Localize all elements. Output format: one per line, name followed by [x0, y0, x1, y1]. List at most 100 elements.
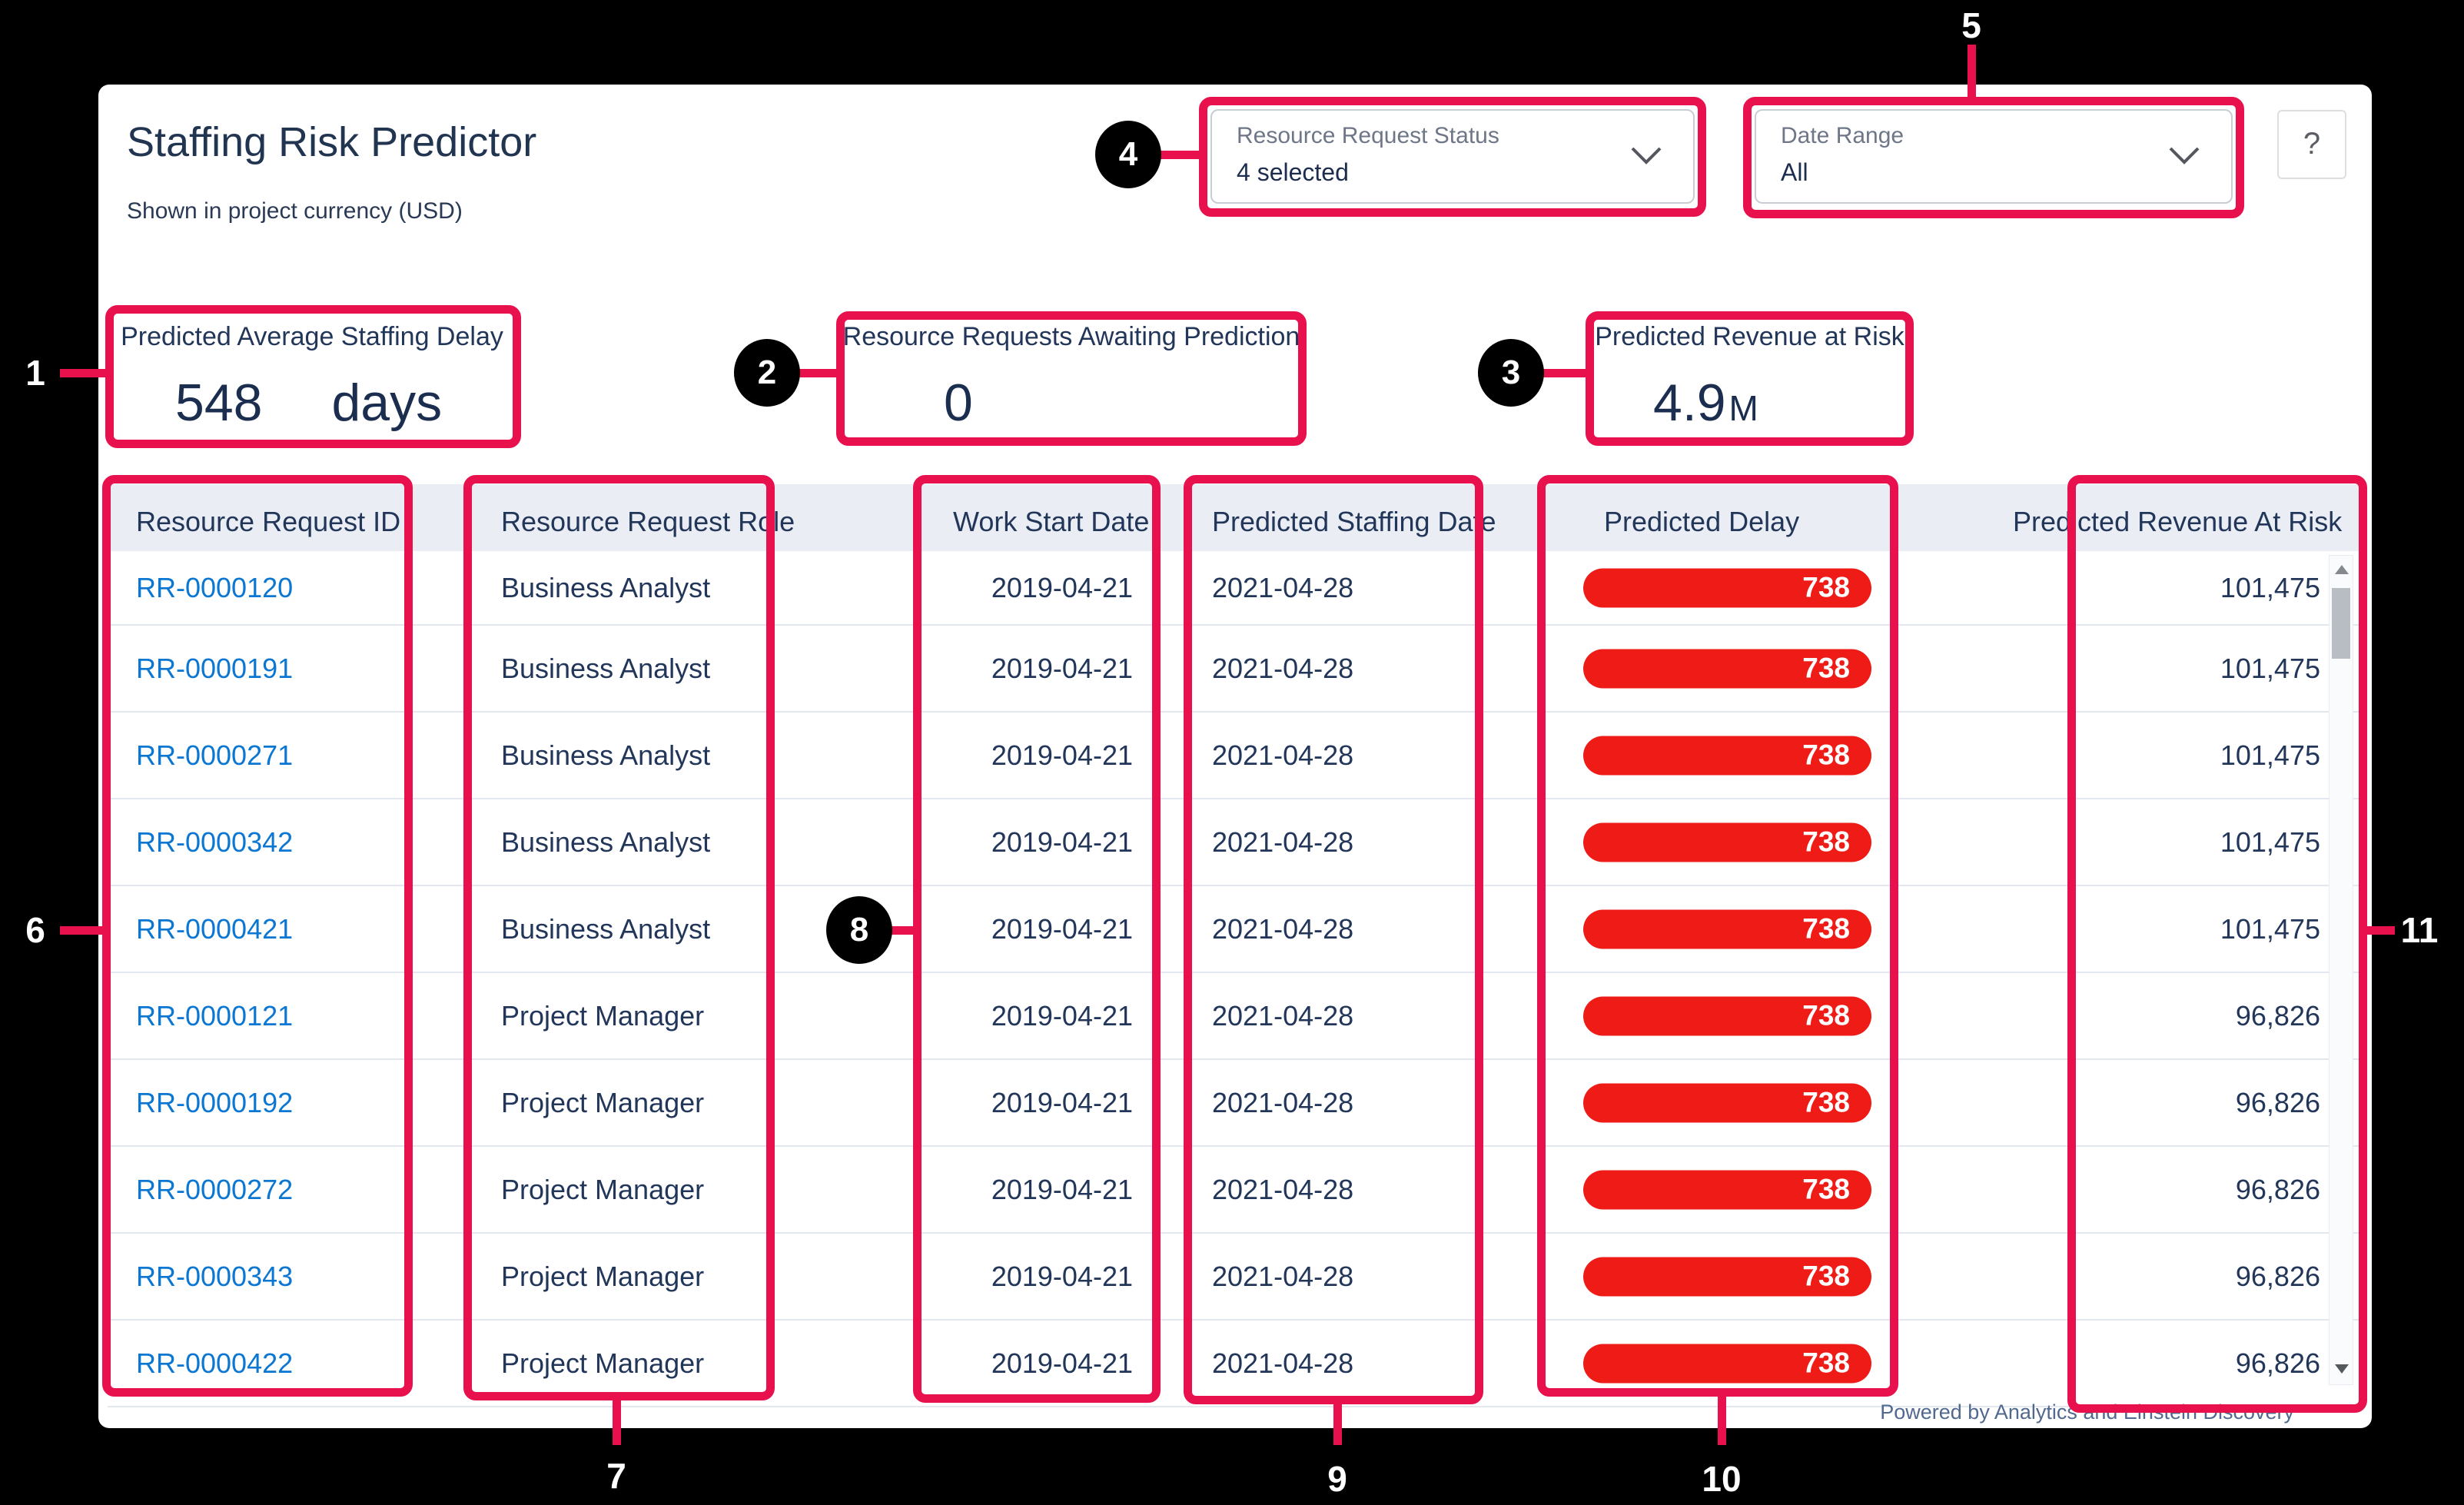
table-row[interactable]: RR-0000121 Project Manager 2019-04-21 20… [108, 973, 2366, 1060]
table-row[interactable]: RR-0000272 Project Manager 2019-04-21 20… [108, 1147, 2366, 1234]
cell-predicted-revenue-at-risk: 96,826 [2235, 1347, 2320, 1379]
table-row[interactable]: RR-0000343 Project Manager 2019-04-21 20… [108, 1234, 2366, 1321]
cell-resource-request-role: Project Manager [501, 1347, 705, 1379]
callout-line [60, 369, 105, 377]
powered-by-note: Powered by Analytics and Einstein Discov… [1880, 1400, 2294, 1424]
cell-resource-request-role: Project Manager [501, 1173, 705, 1205]
kpi-value: 548 [175, 374, 263, 432]
resource-request-id-link[interactable]: RR-0000342 [136, 826, 294, 858]
callout-number-6: 6 [25, 910, 45, 950]
table-row[interactable]: RR-0000271 Business Analyst 2019-04-21 2… [108, 713, 2366, 799]
predicted-delay-badge: 738 [1583, 568, 1871, 607]
table-header-row: Resource Request ID Resource Request Rol… [108, 484, 2366, 560]
cell-predicted-revenue-at-risk: 96,826 [2235, 1086, 2320, 1118]
table-row[interactable]: RR-0000120 Business Analyst 2019-04-21 2… [108, 551, 2366, 626]
table-row[interactable]: RR-0000422 Project Manager 2019-04-21 20… [108, 1321, 2366, 1407]
cell-predicted-staffing-date: 2021-04-28 [1212, 1347, 1354, 1379]
predicted-delay-badge: 738 [1583, 1257, 1871, 1296]
resource-request-id-link[interactable]: RR-0000343 [136, 1260, 294, 1292]
cell-resource-request-role: Business Analyst [501, 739, 711, 771]
cell-resource-request-role: Business Analyst [501, 571, 711, 603]
callout-line [892, 926, 913, 935]
cell-work-start-date: 2019-04-21 [991, 571, 1133, 603]
column-header-resource-request-role: Resource Request Role [501, 506, 795, 537]
resource-request-id-link[interactable]: RR-0000422 [136, 1347, 294, 1379]
callout-number-10: 10 [1702, 1459, 1742, 1499]
cell-work-start-date: 2019-04-21 [991, 739, 1133, 771]
cell-work-start-date: 2019-04-21 [991, 912, 1133, 945]
kpi-value: 0 [944, 374, 973, 432]
cell-work-start-date: 2019-04-21 [991, 1086, 1133, 1118]
callout-number-7: 7 [606, 1456, 626, 1496]
callout-number-8: 8 [826, 896, 892, 964]
cell-work-start-date: 2019-04-21 [991, 999, 1133, 1032]
callout-number-11: 11 [2400, 910, 2439, 950]
currency-note: Shown in project currency (USD) [127, 198, 463, 224]
cell-predicted-revenue-at-risk: 101,475 [2220, 739, 2320, 771]
kpi-label: Predicted Revenue at Risk [1595, 322, 1904, 351]
dropdown-value: All [1781, 158, 1808, 186]
resource-request-id-link[interactable]: RR-0000192 [136, 1086, 294, 1118]
cell-work-start-date: 2019-04-21 [991, 1347, 1133, 1379]
predicted-delay-badge: 738 [1583, 909, 1871, 949]
table-row[interactable]: RR-0000421 Business Analyst 2019-04-21 2… [108, 886, 2366, 973]
vertical-scrollbar[interactable] [2329, 555, 2353, 1385]
kpi-unit: days [331, 374, 443, 432]
resource-request-id-link[interactable]: RR-0000191 [136, 652, 294, 684]
cell-predicted-revenue-at-risk: 96,826 [2235, 999, 2320, 1032]
column-header-work-start-date: Work Start Date [953, 506, 1150, 537]
resource-request-id-link[interactable]: RR-0000121 [136, 999, 294, 1032]
cell-resource-request-role: Project Manager [501, 1260, 705, 1292]
cell-predicted-staffing-date: 2021-04-28 [1212, 999, 1354, 1032]
cell-predicted-staffing-date: 2021-04-28 [1212, 1086, 1354, 1118]
chevron-down-icon [2168, 146, 2200, 170]
scroll-up-arrow-icon[interactable] [2335, 565, 2349, 574]
cell-predicted-staffing-date: 2021-04-28 [1212, 739, 1354, 771]
resource-request-id-link[interactable]: RR-0000120 [136, 571, 294, 603]
scrollbar-thumb[interactable] [2332, 588, 2350, 659]
resource-request-id-link[interactable]: RR-0000271 [136, 739, 294, 771]
cell-predicted-staffing-date: 2021-04-28 [1212, 571, 1354, 603]
cell-predicted-revenue-at-risk: 96,826 [2235, 1173, 2320, 1205]
callout-line [60, 926, 102, 935]
column-header-predicted-staffing-date: Predicted Staffing Date [1212, 506, 1496, 537]
resource-request-id-link[interactable]: RR-0000421 [136, 912, 294, 945]
page-title: Staffing Risk Predictor [127, 119, 537, 165]
table-row[interactable]: RR-0000191 Business Analyst 2019-04-21 2… [108, 626, 2366, 713]
cell-predicted-staffing-date: 2021-04-28 [1212, 652, 1354, 684]
dropdown-value: 4 selected [1237, 158, 1349, 186]
date-range-dropdown[interactable]: Date Range All [1755, 109, 2233, 204]
predicted-delay-badge: 738 [1583, 996, 1871, 1035]
help-button[interactable]: ? [2277, 110, 2346, 179]
resource-request-status-dropdown[interactable]: Resource Request Status 4 selected [1210, 109, 1695, 204]
table-row[interactable]: RR-0000342 Business Analyst 2019-04-21 2… [108, 799, 2366, 886]
scroll-down-arrow-icon[interactable] [2335, 1364, 2349, 1374]
dropdown-label: Resource Request Status [1237, 123, 1499, 148]
column-header-resource-request-id: Resource Request ID [136, 506, 401, 537]
cell-predicted-revenue-at-risk: 101,475 [2220, 571, 2320, 603]
kpi-resource-requests-awaiting-prediction: Resource Requests Awaiting Prediction 0 [836, 305, 1307, 451]
kpi-predicted-average-staffing-delay: Predicted Average Staffing Delay 548 day… [109, 305, 515, 451]
predicted-delay-badge: 738 [1583, 822, 1871, 862]
kpi-label: Predicted Average Staffing Delay [121, 322, 503, 351]
cell-work-start-date: 2019-04-21 [991, 1260, 1133, 1292]
cell-resource-request-role: Project Manager [501, 999, 705, 1032]
callout-number-2: 2 [734, 339, 800, 407]
predicted-delay-badge: 738 [1583, 1344, 1871, 1383]
callout-line [613, 1400, 621, 1445]
table-row[interactable]: RR-0000192 Project Manager 2019-04-21 20… [108, 1060, 2366, 1147]
callout-line [2367, 926, 2395, 935]
callout-line [1161, 151, 1199, 159]
callout-number-3: 3 [1478, 339, 1544, 407]
cell-predicted-staffing-date: 2021-04-28 [1212, 1260, 1354, 1292]
cell-work-start-date: 2019-04-21 [991, 826, 1133, 858]
callout-line [1333, 1404, 1342, 1445]
chevron-down-icon [1630, 146, 1662, 170]
callout-line [1543, 369, 1586, 377]
resource-request-id-link[interactable]: RR-0000272 [136, 1173, 294, 1205]
column-header-predicted-revenue-at-risk: Predicted Revenue At Risk [2013, 506, 2343, 537]
cell-predicted-revenue-at-risk: 101,475 [2220, 912, 2320, 945]
callout-number-4: 4 [1095, 121, 1161, 188]
kpi-value: 4.9 [1653, 374, 1726, 432]
